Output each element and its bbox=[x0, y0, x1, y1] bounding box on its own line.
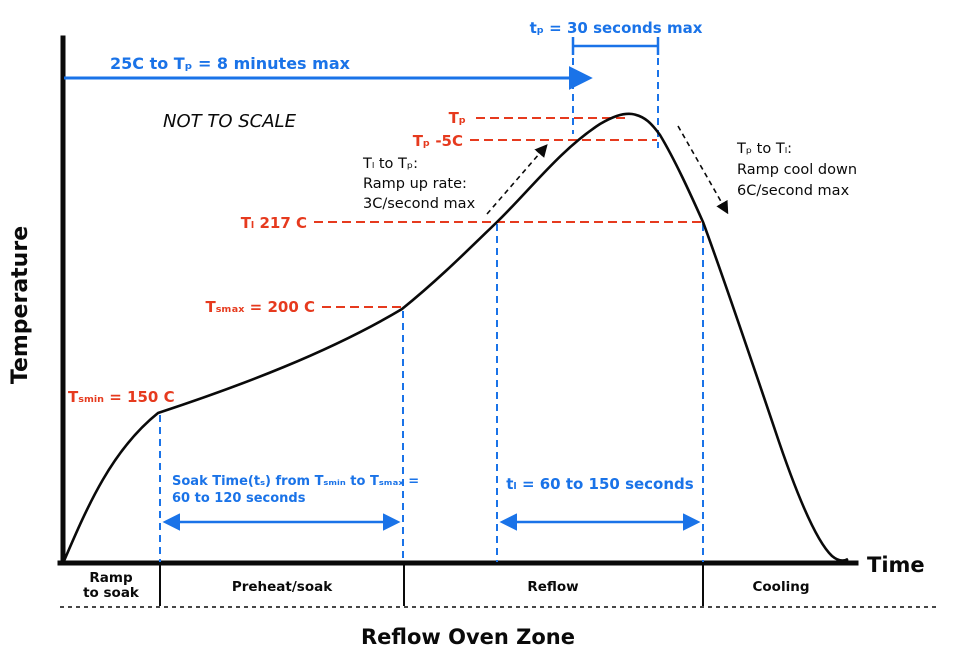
cool-down-note-line3: 6C/second max bbox=[737, 183, 850, 199]
ramp-up-rate-arrow bbox=[486, 144, 548, 215]
cool-down-note-line2: Ramp cool down bbox=[737, 162, 857, 178]
liquidus-temp-label: Tₗ 217 C bbox=[241, 214, 307, 232]
cool-down-rate-arrow bbox=[677, 125, 729, 215]
soak-time-label-line2: 60 to 120 seconds bbox=[172, 491, 306, 506]
soak-min-label: Tₛₘᵢₙ = 150 C bbox=[68, 388, 175, 406]
not-to-scale-label: NOT TO SCALE bbox=[163, 111, 297, 132]
x-axis-label: Time bbox=[867, 553, 925, 577]
zone-label-cooling: Cooling bbox=[753, 579, 810, 595]
oven-zone-title: Reflow Oven Zone bbox=[361, 625, 575, 649]
ramp-up-note-line1: Tₗ to Tₚ: bbox=[362, 156, 418, 172]
liquidus-time-label: tₗ = 60 to 150 seconds bbox=[506, 475, 694, 493]
peak-temp-label: Tₚ bbox=[449, 109, 466, 127]
soak-time-label-line1: Soak Time(tₛ) from Tₛₘᵢₙ to Tₛₘₐₓ = bbox=[172, 474, 419, 489]
zone-label-reflow: Reflow bbox=[527, 579, 578, 595]
ramp-up-note-line2: Ramp up rate: bbox=[363, 176, 467, 192]
ramp-time-label: 25C to Tₚ = 8 minutes max bbox=[110, 54, 351, 73]
zone-label-preheat: Preheat/soak bbox=[232, 579, 333, 595]
y-axis-label: Temperature bbox=[8, 226, 33, 384]
soak-max-label: Tₛₘₐₓ = 200 C bbox=[205, 298, 315, 316]
ramp-up-note-line3: 3C/second max bbox=[363, 196, 476, 212]
peak-window-label: tₚ = 30 seconds max bbox=[530, 19, 703, 37]
cool-down-note-line1: Tₚ to Tₗ: bbox=[736, 141, 792, 157]
zone-label-ramp-line2: to soak bbox=[83, 585, 140, 601]
peak-minus5-label: Tₚ -5C bbox=[413, 132, 463, 150]
temperature-curve bbox=[62, 112, 849, 562]
zone-label-ramp-line1: Ramp bbox=[89, 570, 133, 586]
